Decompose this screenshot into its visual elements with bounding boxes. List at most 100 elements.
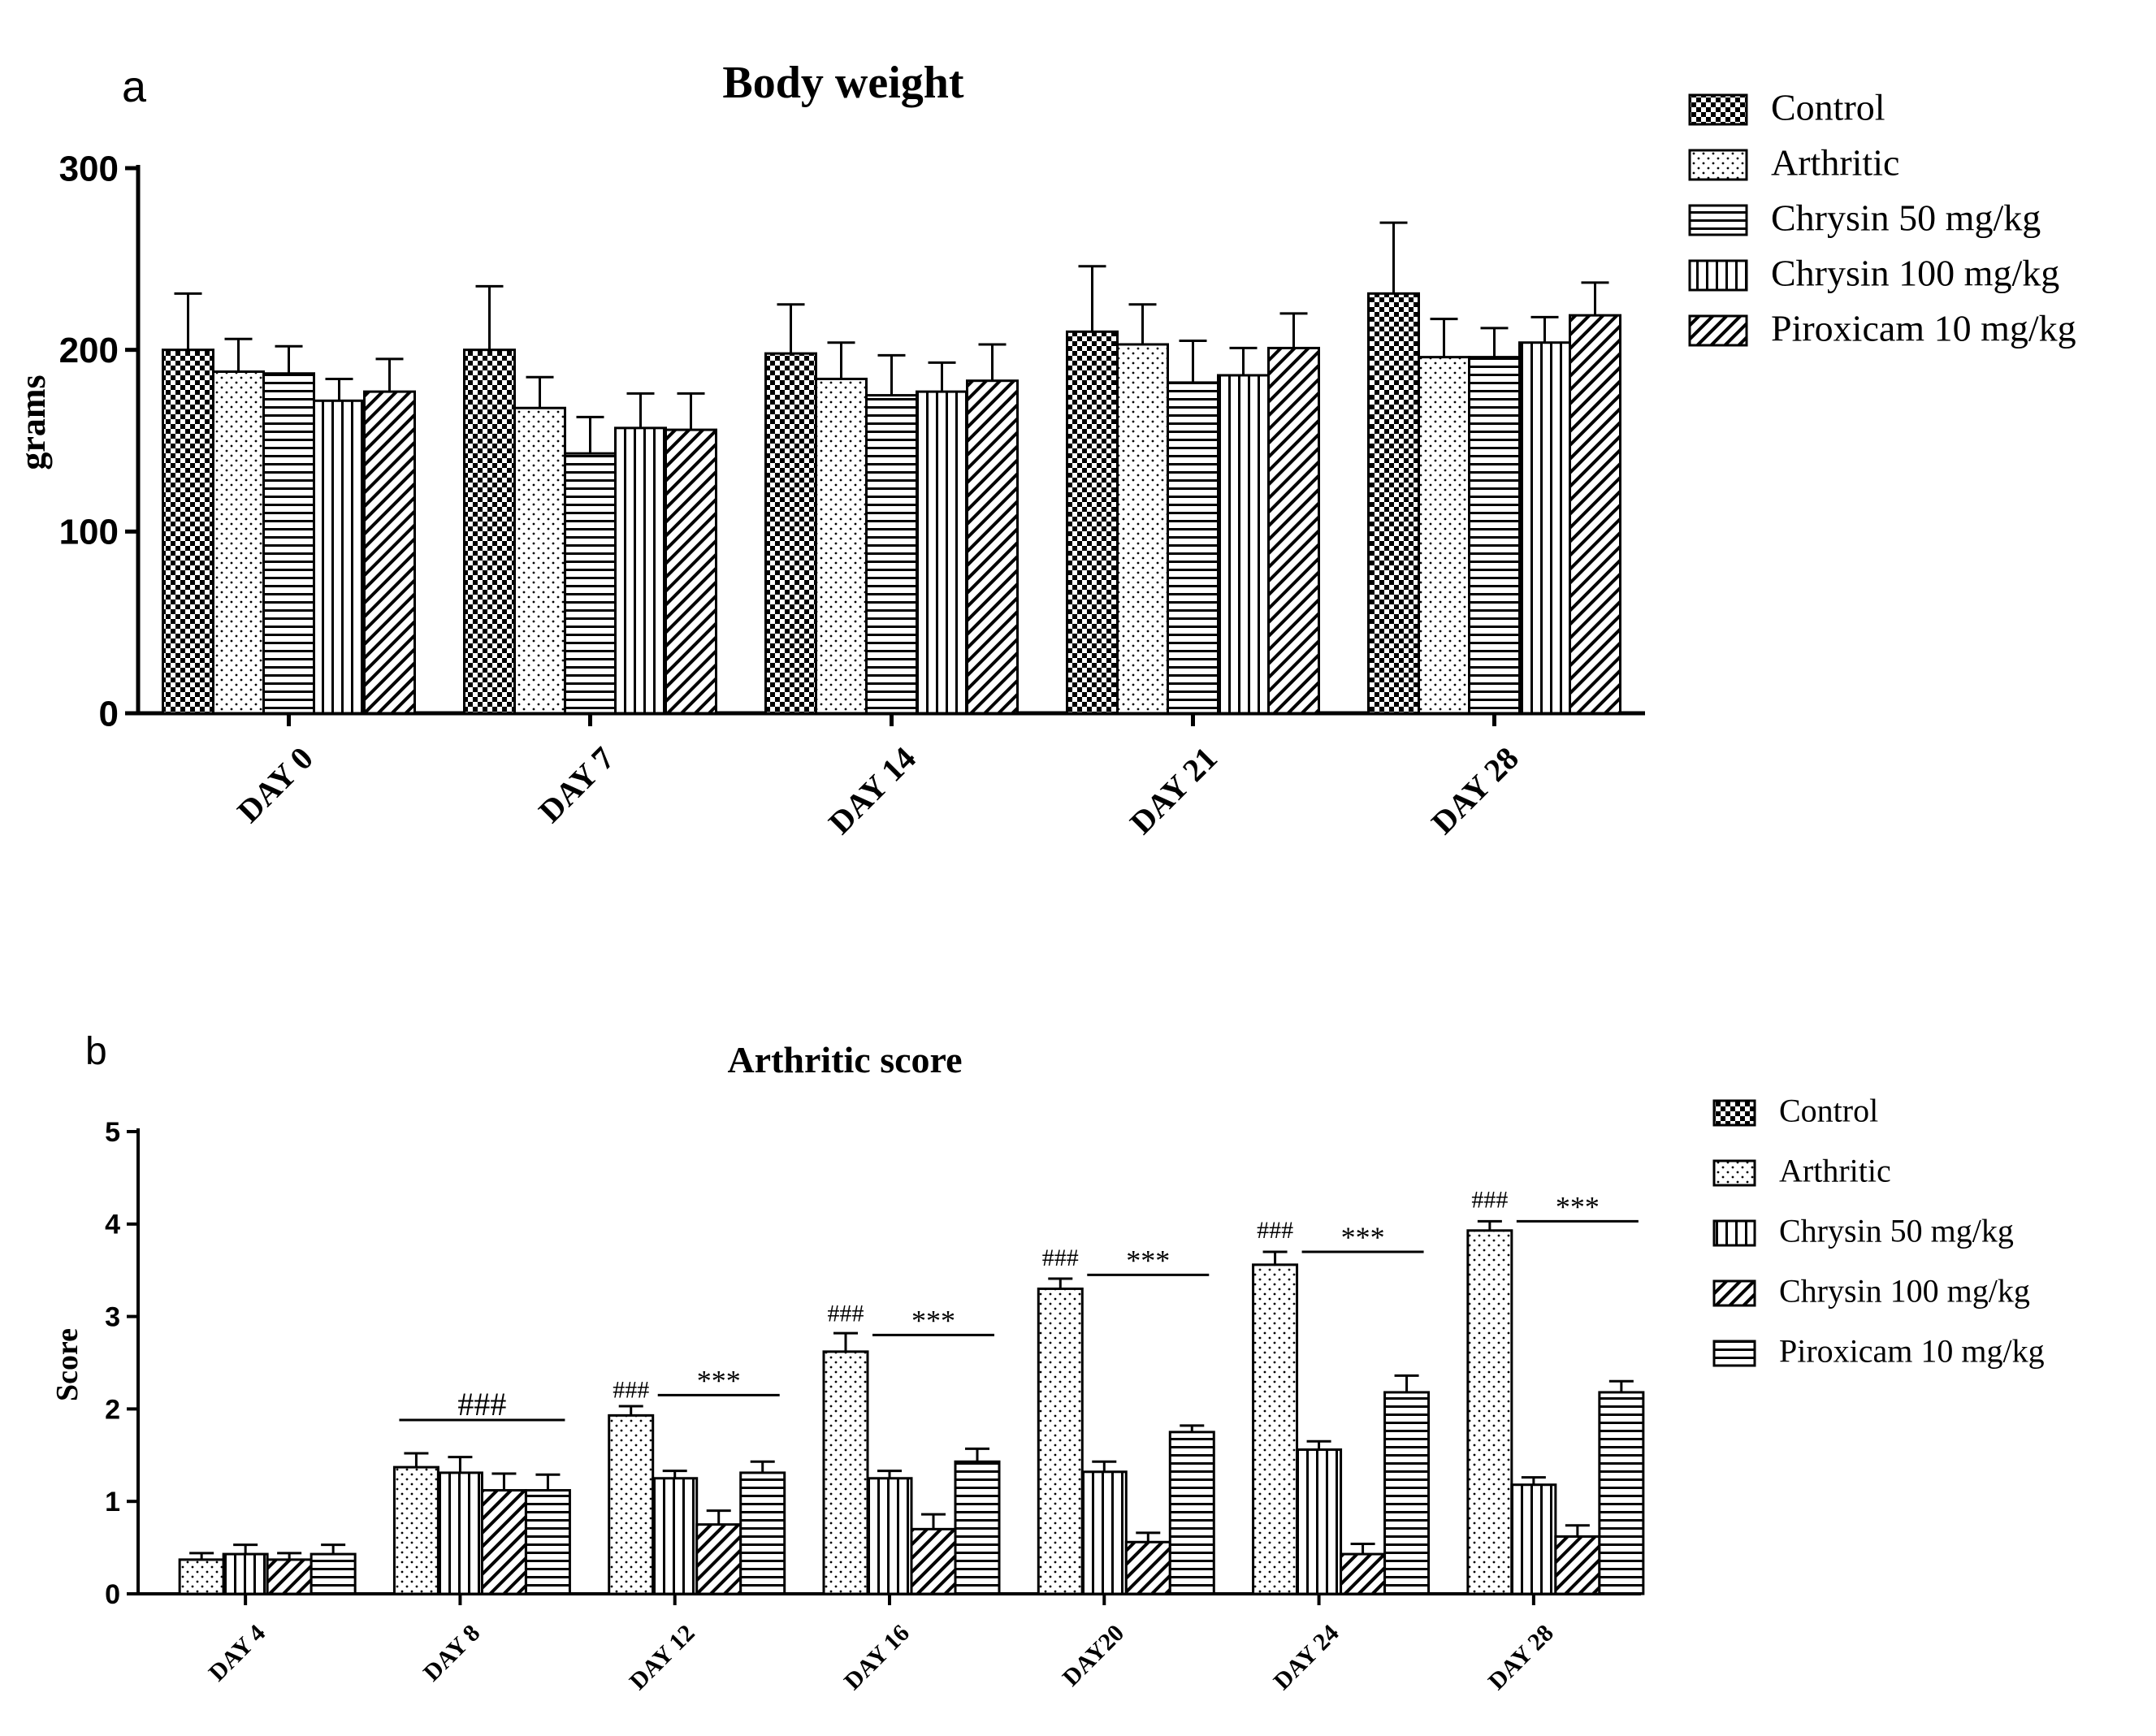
legend-label: Piroxicam 10 mg/kg [1779,1333,2045,1370]
bar [178,1558,225,1595]
x-tick-label: DAY 21 [1123,740,1224,842]
bar [266,1558,313,1595]
bar [1080,1470,1128,1595]
bar [739,1471,786,1595]
bar [1569,314,1621,715]
y-tick-label: 0 [99,694,119,734]
legend-swatch [1688,314,1748,347]
significance-label: *** [911,1304,955,1336]
bar [1217,374,1270,715]
bar [652,1477,699,1595]
panel-b-title: Arthritic score [727,1039,962,1080]
legend-swatch [1688,93,1748,126]
significance-label: ### [1257,1217,1293,1244]
legend-label: Arthritic [1779,1153,1891,1189]
x-tick-label: DAY 0 [230,740,320,830]
bar [1340,1552,1387,1595]
significance-label: *** [697,1364,741,1396]
y-tick-label: 4 [105,1210,120,1240]
x-tick-label: DAY 8 [418,1620,485,1686]
legend-label: Control [1779,1093,1878,1129]
significance-label: ### [828,1300,864,1327]
legend-label: Chrysin 100 mg/kg [1779,1273,2030,1310]
bar [1518,341,1571,715]
significance-label: *** [1556,1190,1600,1223]
bar [608,1413,655,1595]
bar [1466,1229,1513,1595]
bar [764,352,817,715]
legend-swatch [1712,1159,1756,1187]
significance-label: ### [1471,1186,1508,1213]
bar [212,370,265,715]
bar [815,377,868,715]
bar [480,1489,527,1595]
panel-b-chart: b Arthritic score Score 0 1 2 3 4 5 DAY 4 DAY … [50,1030,2045,1695]
bar [1598,1391,1645,1595]
y-tick-label: 200 [59,331,119,370]
panel-b-y-axis-label: Score [50,1328,84,1401]
bar [1510,1483,1557,1595]
bar [916,390,968,715]
significance-label: *** [1126,1244,1170,1276]
legend-swatch [1688,259,1748,292]
legend-label: Chrysin 100 mg/kg [1771,253,2059,294]
x-tick-label: DAY 24 [1268,1620,1344,1695]
bar [910,1527,957,1595]
panel-a-letter: a [122,63,147,111]
bar [1066,330,1119,715]
y-tick-label: 300 [59,149,119,188]
significance-label: ### [613,1377,649,1404]
bar [966,379,1019,715]
x-tick-label: DAY 28 [1424,740,1526,842]
bar [162,348,214,715]
bar [436,1471,483,1595]
bar [463,348,516,715]
y-tick-label: 0 [105,1579,120,1610]
bar [564,452,617,715]
bar [695,1523,742,1595]
bar [1468,356,1521,715]
bar [1116,343,1169,715]
legend-label: Arthritic [1771,142,1899,184]
y-tick-label: 5 [105,1117,120,1148]
legend-swatch [1712,1279,1756,1307]
x-tick-label: DAY 14 [821,740,923,842]
bar [310,1552,357,1595]
bar [524,1489,571,1595]
legend-label: Piroxicam 10 mg/kg [1771,308,2076,349]
y-tick-label: 100 [59,513,119,552]
bar [1167,381,1219,715]
panel-b-letter: b [85,1030,107,1073]
bar [1124,1540,1171,1595]
x-tick-label: DAY 12 [625,1620,700,1695]
legend-label: Chrysin 50 mg/kg [1779,1213,2014,1249]
bar [1383,1391,1431,1595]
bar [262,372,315,715]
bar [313,399,366,715]
bar [865,394,918,715]
bar [1252,1263,1299,1595]
x-tick-label: DAY20 [1058,1620,1130,1692]
bar [822,1350,869,1595]
bar [866,1477,913,1595]
y-tick-label: 1 [105,1487,120,1517]
legend-swatch [1712,1219,1756,1247]
bar [1168,1431,1215,1595]
significance-label: ### [457,1386,506,1422]
x-tick-label: DAY 7 [531,740,621,830]
panel-a-title: Body weight [722,58,963,108]
x-tick-label: DAY 4 [204,1620,271,1686]
bar [222,1552,269,1595]
bar [1418,356,1470,715]
bar [1267,346,1320,715]
bar [1367,292,1420,715]
legend-swatch [1688,149,1748,181]
significance-label: *** [1341,1221,1385,1253]
legend-swatch [1688,204,1748,236]
bar [363,390,416,715]
bar [1296,1448,1343,1595]
bar [665,428,717,715]
legend-label: Chrysin 50 mg/kg [1771,197,2041,239]
legend-label: Control [1771,87,1885,128]
